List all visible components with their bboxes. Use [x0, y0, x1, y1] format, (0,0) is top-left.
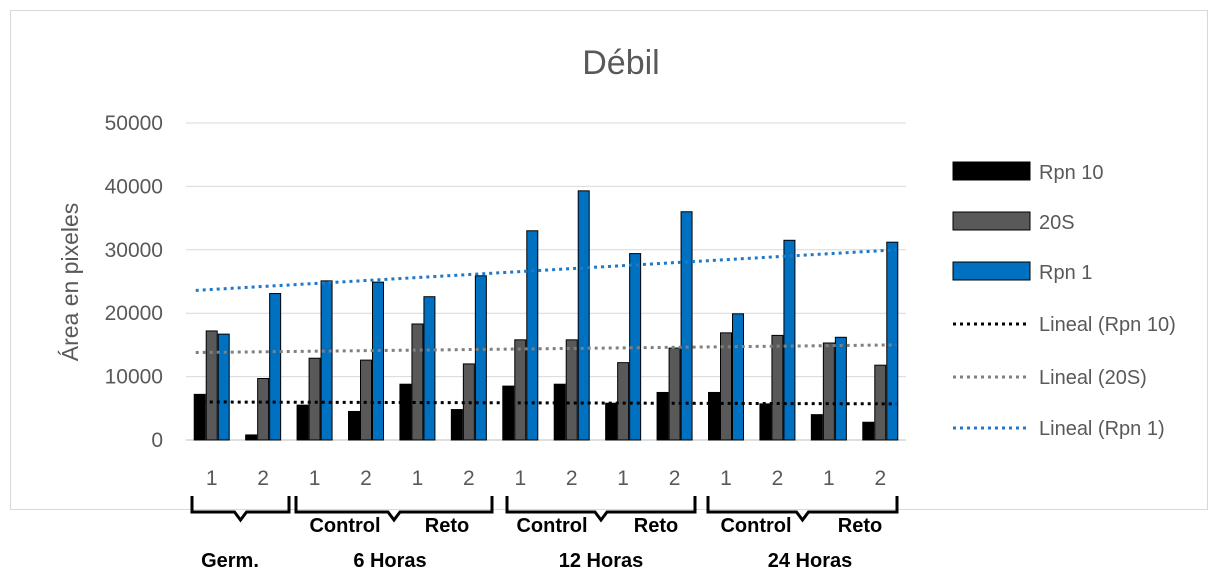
- bar-20s: [514, 339, 527, 441]
- group-brace: [505, 496, 697, 523]
- x-tick-label: 2: [257, 467, 269, 490]
- chart-title: Débil: [582, 44, 659, 82]
- bar-rpn-1: [680, 211, 693, 441]
- chart-frame: [10, 10, 1208, 510]
- y-tick-label: 40000: [105, 175, 163, 198]
- x-tick-label: 1: [309, 467, 321, 490]
- bar-20s: [360, 359, 372, 441]
- x-tick-label: 1: [720, 467, 732, 490]
- trendline: [195, 400, 897, 406]
- bar-rpn-1: [320, 280, 333, 441]
- bar-rpn-1: [474, 275, 487, 441]
- legend-swatch: [952, 161, 1031, 181]
- y-tick-label: 0: [151, 429, 163, 452]
- bar-rpn-10: [810, 414, 823, 441]
- x-tick-label: 1: [514, 467, 526, 490]
- bar-20s: [771, 334, 784, 441]
- group-label: Control: [309, 515, 380, 537]
- x-tick-label: 2: [874, 467, 886, 490]
- group-label: 6 Horas: [353, 550, 426, 571]
- legend-swatch: [952, 261, 1031, 281]
- bar-rpn-10: [296, 404, 309, 441]
- bar-rpn-1: [834, 336, 847, 441]
- bar-rpn-10: [605, 402, 618, 441]
- bar-rpn-1: [372, 281, 384, 441]
- bar-rpn-10: [193, 393, 206, 441]
- bar-rpn-1: [886, 241, 899, 441]
- bar-20s: [257, 378, 270, 441]
- bar-20s: [822, 342, 835, 441]
- bar-rpn-10: [399, 383, 412, 441]
- legend-label: Rpn 1: [1039, 262, 1092, 284]
- legend-label: 20S: [1039, 212, 1075, 234]
- trendlines: [195, 248, 897, 406]
- bar-rpn-10: [348, 410, 360, 441]
- x-tick-label: 1: [617, 467, 629, 490]
- x-tick-label: 2: [772, 467, 784, 490]
- group-label: 24 Horas: [768, 550, 853, 571]
- bar-rpn-10: [450, 409, 463, 441]
- group-label: Germ.: [201, 550, 259, 571]
- y-tick-label: 50000: [105, 112, 163, 135]
- y-tick-labels: 0 10000 20000 30000 40000 50000: [105, 112, 163, 452]
- bar-rpn-1: [577, 190, 590, 441]
- group-label: Reto: [425, 515, 469, 537]
- bar-20s: [668, 347, 681, 441]
- x-tick-label: 1: [823, 467, 835, 490]
- x-tick-label: 1: [412, 467, 424, 490]
- x-tick-label: 2: [360, 467, 372, 490]
- bar-rpn-10: [759, 403, 772, 441]
- bar-20s: [411, 323, 424, 441]
- group-brace: [294, 496, 494, 523]
- bar-20s: [565, 339, 578, 441]
- y-axis-label: Área en pixeles: [57, 203, 83, 362]
- y-tick-label: 20000: [105, 302, 163, 325]
- x-tick-label: 1: [206, 467, 218, 490]
- gridlines: [186, 122, 906, 441]
- bar-rpn-10: [245, 434, 258, 441]
- group-label: Reto: [634, 515, 678, 537]
- group-brace: [706, 496, 899, 523]
- group-labels: Germ. Control Reto 6 Horas Control Reto 12 Hor…: [190, 496, 899, 571]
- bar-rpn-10: [708, 391, 720, 441]
- bar-rpn-1: [629, 253, 642, 441]
- x-tick-label: 2: [669, 467, 681, 490]
- group-label: Control: [516, 515, 587, 537]
- bar-20s: [205, 330, 218, 441]
- legend-label: Lineal (Rpn 10): [1039, 314, 1176, 336]
- y-tick-label: 30000: [105, 239, 163, 262]
- legend-label: Rpn 10: [1039, 162, 1104, 184]
- bar-rpn-1: [526, 230, 539, 441]
- bar-20s: [308, 357, 321, 441]
- trendline: [195, 248, 897, 292]
- group-brace: [190, 496, 291, 523]
- legend-label: Lineal (Rpn 1): [1039, 418, 1165, 440]
- bar-rpn-1: [732, 313, 744, 441]
- bar-rpn-10: [862, 421, 875, 441]
- bar-20s: [617, 362, 630, 441]
- x-tick-label: 2: [463, 467, 475, 490]
- bar-rpn-10: [656, 391, 669, 441]
- bar-rpn-1: [269, 293, 282, 441]
- bar-rpn-10: [553, 383, 566, 441]
- bar-rpn-1: [783, 239, 796, 441]
- bar-rpn-1: [423, 296, 436, 441]
- trendline: [195, 343, 897, 355]
- bar-rpn-10: [502, 385, 515, 441]
- group-label: 12 Horas: [559, 550, 644, 571]
- bar-rpn-1: [217, 333, 230, 441]
- legend-swatch: [952, 211, 1031, 231]
- group-label: Control: [720, 515, 791, 537]
- y-tick-label: 10000: [105, 366, 163, 389]
- x-tick-labels: 1 2 1 2 1 2 1 2 1 2 1 2 1 2: [206, 467, 886, 490]
- legend: Rpn 10 20S Rpn 1 Lineal (Rpn 10) Lineal (20S…: [952, 161, 1176, 440]
- x-tick-label: 2: [566, 467, 578, 490]
- group-label: Reto: [838, 515, 882, 537]
- legend-label: Lineal (20S): [1039, 367, 1147, 389]
- bar-20s: [720, 332, 732, 441]
